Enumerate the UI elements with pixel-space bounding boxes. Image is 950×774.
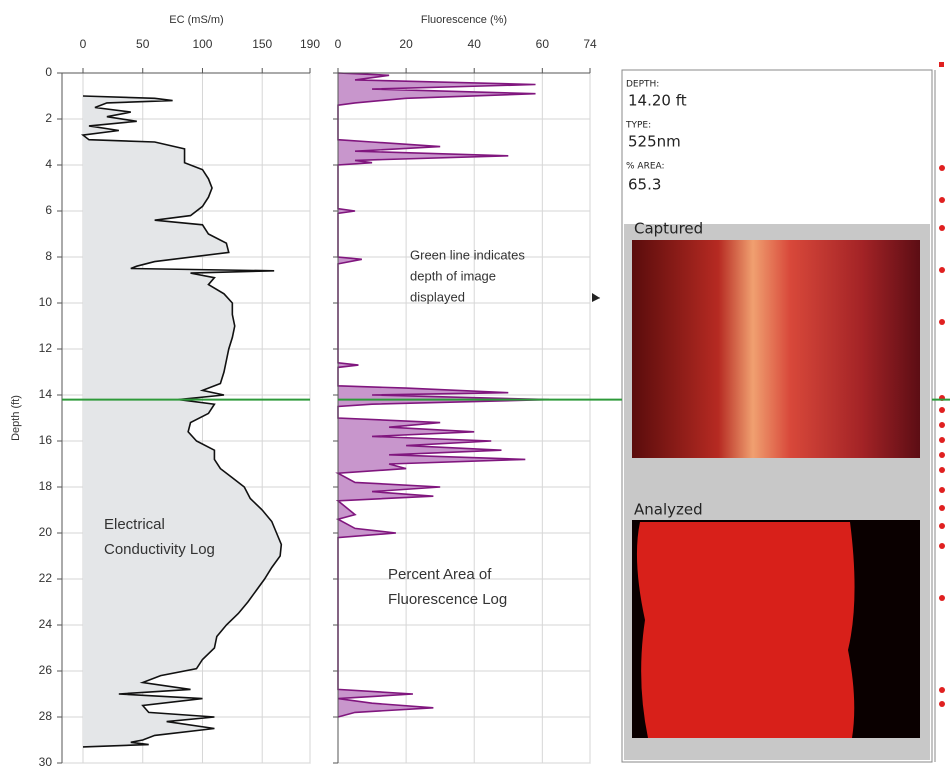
y-tick-label: 0: [45, 65, 52, 79]
y-tick-label: 10: [39, 295, 53, 309]
y-tick-label: 26: [39, 663, 53, 677]
type-value: 525nm: [628, 133, 681, 151]
x-tick-label: 50: [136, 37, 150, 51]
analyzed-label: Analyzed: [634, 501, 703, 519]
log-annotation: Conductivity Log: [104, 541, 215, 558]
x-tick-label: 0: [335, 37, 342, 51]
y-tick-label: 12: [39, 341, 53, 355]
x-tick-label: 0: [80, 37, 87, 51]
arrow-head: [592, 293, 600, 302]
captured-image: [632, 240, 920, 458]
y-tick-label: 14: [39, 387, 53, 401]
y-tick-label: 28: [39, 709, 53, 723]
plot-frame: [337, 72, 591, 764]
log-line: [80, 95, 283, 748]
log-annotation: Electrical: [104, 516, 165, 533]
x-tick-label: 74: [583, 37, 597, 51]
y-tick-label: 18: [39, 479, 53, 493]
y-tick-label: 8: [45, 249, 52, 263]
x-tick-label: 190: [300, 37, 320, 51]
y-tick-label: 24: [39, 617, 53, 631]
depth-value: 14.20 ft: [628, 92, 687, 110]
y-tick-label: 20: [39, 525, 53, 539]
x-tick-label: 60: [536, 37, 550, 51]
x-axis-title: EC (mS/m): [169, 14, 223, 26]
analyzed-image: [636, 522, 855, 738]
depth-label: DEPTH:: [626, 80, 659, 90]
y-tick-label: 30: [39, 755, 53, 769]
log-annotation: Fluorescence Log: [388, 591, 507, 608]
y-tick-label: 16: [39, 433, 53, 447]
captured-label: Captured: [634, 220, 703, 238]
callout-text: depth of image: [410, 268, 496, 283]
x-tick-label: 40: [468, 37, 482, 51]
x-tick-label: 100: [192, 37, 212, 51]
strip-dots: [939, 62, 945, 707]
y-tick-label: 22: [39, 571, 53, 585]
callout-text: displayed: [410, 289, 465, 304]
x-tick-label: 20: [399, 37, 413, 51]
log-annotation: Percent Area of: [388, 566, 492, 583]
y-tick-label: 2: [45, 111, 52, 125]
x-axis-title: Fluorescence (%): [421, 14, 507, 26]
x-tick-label: 150: [252, 37, 272, 51]
y-tick-label: 6: [45, 203, 52, 217]
y-tick-label: 4: [45, 157, 52, 171]
log-line: [335, 72, 550, 718]
callout-text: Green line indicates: [410, 247, 525, 262]
log-area: [83, 96, 282, 747]
y-axis-title: Depth (ft): [10, 395, 22, 441]
type-label: TYPE:: [625, 121, 651, 131]
area-value: 65.3: [628, 176, 661, 194]
area-label: % AREA:: [626, 162, 665, 172]
